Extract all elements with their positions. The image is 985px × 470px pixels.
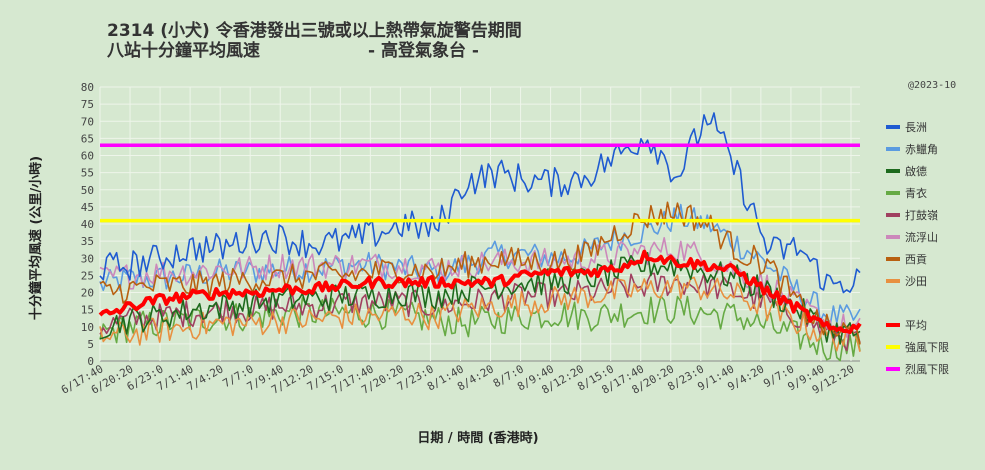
- series-line-7: [99, 274, 861, 352]
- legend-swatch: [886, 257, 900, 261]
- credit-note: @2023-10: [908, 80, 956, 91]
- legend-swatch: [886, 279, 900, 283]
- y-tick-label: 40: [81, 218, 94, 231]
- y-tick-label: 75: [81, 98, 94, 111]
- legend-swatch: [886, 367, 900, 371]
- y-tick-label: 65: [81, 132, 94, 145]
- chart-title-line2: 八站十分鐘平均風速: [107, 40, 260, 61]
- y-tick-label: 25: [81, 269, 94, 282]
- x-axis-label: 日期 / 時間 (香港時): [417, 430, 538, 446]
- y-tick-label: 80: [81, 81, 94, 94]
- legend-label: 烈風下限: [905, 362, 949, 376]
- plot-area: [98, 112, 862, 362]
- y-tick-label: 55: [81, 167, 94, 180]
- y-axis-label: 十分鐘平均風速 (公里/小時): [28, 156, 44, 320]
- y-tick-label: 45: [81, 201, 94, 214]
- chart-title-source: - 高登氣象台 -: [368, 40, 479, 61]
- legend-swatch: [886, 235, 900, 239]
- legend-label: 平均: [905, 319, 927, 332]
- legend-swatch: [886, 213, 900, 217]
- series-line-0: [99, 112, 861, 294]
- legend-swatch: [886, 169, 900, 173]
- y-tick-label: 15: [81, 304, 94, 317]
- legend-swatch: [886, 191, 900, 195]
- y-tick-label: 5: [87, 338, 94, 351]
- series-line-4: [99, 272, 861, 352]
- y-tick-label: 20: [81, 287, 94, 300]
- legend-label: 西貢: [905, 253, 927, 266]
- legend-label: 強風下限: [905, 341, 949, 354]
- legend-label: 啟德: [905, 164, 927, 178]
- legend-label: 赤鱲角: [905, 143, 938, 156]
- legend-label: 青衣: [905, 186, 927, 200]
- legend-swatch: [886, 345, 900, 349]
- y-tick-label: 0: [87, 355, 94, 368]
- legend-label: 打鼓嶺: [905, 208, 938, 222]
- legend-swatch: [886, 147, 900, 151]
- chart-title-line1: 2314 (小犬) 令香港發出三號或以上熱帶氣旋警告期間: [107, 20, 522, 41]
- y-tick-label: 30: [81, 252, 94, 265]
- y-tick-label: 50: [81, 184, 94, 197]
- average-line: [98, 249, 862, 335]
- y-tick-label: 10: [81, 321, 94, 334]
- legend-label: 流浮山: [905, 230, 938, 244]
- legend-swatch: [886, 323, 900, 327]
- series-line-5: [99, 237, 861, 338]
- x-tick-labels: 6/17:406/20:206/23:07/1:407/4:207/7:07/9…: [59, 362, 857, 396]
- legend-label: 長洲: [905, 121, 927, 134]
- y-tick-label: 60: [81, 150, 94, 163]
- y-tick-label: 70: [81, 115, 94, 128]
- series-line-3: [99, 295, 861, 362]
- y-tick-labels: 0 5 10 15 20 25 30 35 40 45 50 55 60 65 70 75 80: [81, 81, 94, 368]
- legend-label: 沙田: [905, 275, 927, 288]
- y-tick-label: 35: [81, 235, 94, 248]
- legend-swatch: [886, 125, 900, 129]
